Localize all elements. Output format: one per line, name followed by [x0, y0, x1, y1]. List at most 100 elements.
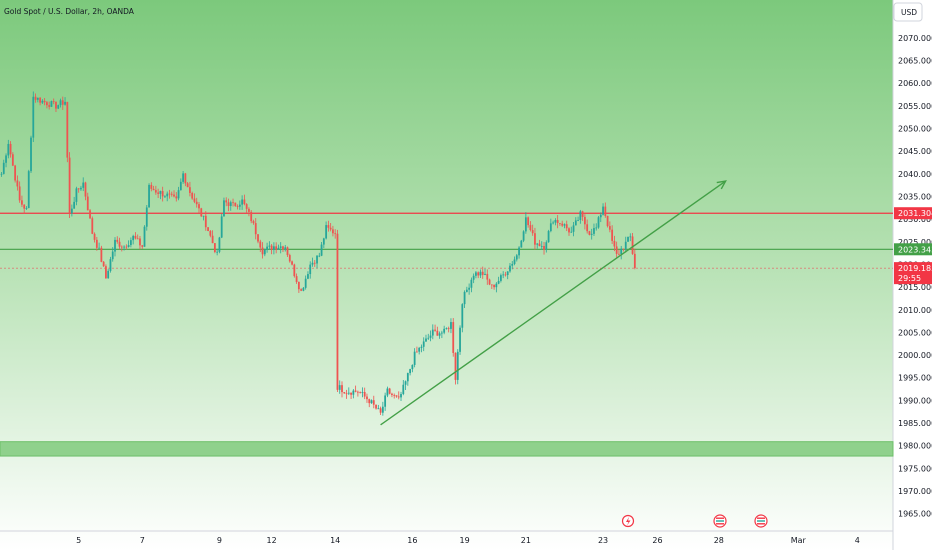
candle-body — [502, 274, 505, 276]
candle-body — [238, 204, 241, 207]
candle-body — [445, 328, 448, 330]
dividend-lightning-icon[interactable] — [621, 514, 635, 528]
price-tags-layer: 2031.304 2023.343 2019.18529:55 — [894, 207, 932, 285]
candle-body — [68, 157, 71, 214]
candle-body — [143, 226, 146, 247]
candle-body — [427, 337, 430, 339]
time-tick-label: 5 — [76, 536, 81, 545]
candle-body — [89, 210, 91, 219]
candle-body — [488, 279, 491, 285]
candle-body — [518, 247, 520, 256]
candle-body — [574, 220, 577, 226]
candle-body — [268, 245, 271, 247]
candle-body — [624, 241, 627, 249]
candle-body — [100, 247, 103, 262]
candle-body — [284, 247, 287, 250]
candle-body — [438, 333, 441, 336]
price-tick-label: 2055.000 — [898, 102, 932, 111]
candle-body — [527, 217, 530, 226]
candle-body — [484, 273, 486, 275]
candle-body — [107, 270, 110, 279]
time-tick-label: Mar — [791, 536, 807, 545]
candle-body — [46, 102, 48, 106]
candle-body — [61, 100, 64, 105]
candle-body — [513, 259, 516, 264]
candle-body — [411, 364, 414, 370]
support-zone-layer — [0, 441, 894, 457]
candle-body — [633, 253, 636, 269]
candle-body — [157, 192, 160, 194]
candle-body — [343, 392, 346, 394]
candle-body — [568, 228, 570, 233]
support-zone — [0, 441, 894, 457]
candle-body — [2, 162, 5, 174]
candle-body — [581, 211, 584, 217]
candle-body — [504, 274, 507, 276]
candle-body — [120, 246, 123, 248]
candle-body — [461, 304, 464, 328]
candle-body — [620, 248, 623, 254]
candle-body — [375, 404, 377, 409]
candle-body — [207, 227, 209, 232]
candle-body — [397, 396, 400, 398]
candle-body — [329, 227, 332, 230]
candle-body — [406, 373, 409, 382]
candle-body — [477, 272, 480, 276]
price-tick-label: 2045.000 — [898, 147, 932, 156]
us-flag-event-icon[interactable] — [713, 514, 727, 528]
candle-body — [338, 385, 341, 390]
candle-body — [400, 394, 402, 398]
candle-body — [127, 245, 130, 248]
price-tick-label: 2025.000 — [898, 238, 932, 247]
candle-body — [0, 173, 3, 175]
price-tick-label: 2065.000 — [898, 57, 932, 66]
price-tick-label: 1985.000 — [898, 419, 932, 428]
candle-body — [216, 251, 219, 253]
currency-button[interactable]: USD — [893, 2, 923, 22]
candle-body — [177, 190, 180, 199]
candle-body — [402, 384, 405, 395]
candle-body — [259, 241, 262, 248]
candle-body — [77, 188, 80, 190]
candle-body — [161, 191, 164, 197]
candle-body — [372, 400, 375, 405]
candle-body — [14, 165, 17, 181]
candle-body — [295, 276, 298, 282]
candle-body — [395, 395, 398, 397]
candle-body — [611, 229, 614, 241]
candle-body — [154, 190, 157, 193]
candle-body — [452, 322, 455, 353]
candle-body — [459, 327, 461, 352]
candle-body — [232, 202, 234, 204]
trendline[interactable] — [380, 180, 727, 426]
candle-body — [316, 255, 318, 264]
candle-body — [248, 208, 250, 212]
candle-body — [422, 341, 425, 347]
candle-body — [159, 191, 162, 194]
candle-body — [139, 238, 141, 246]
candle-body — [282, 246, 284, 250]
candle-body — [318, 255, 321, 257]
candle-body — [322, 238, 325, 245]
us-flag-event-icon-2[interactable] — [754, 514, 768, 528]
candle-body — [152, 188, 155, 191]
candle-body — [168, 193, 171, 195]
candle-body — [59, 100, 62, 106]
candle-body — [64, 101, 66, 105]
candle-body — [388, 388, 391, 394]
candle-body — [166, 193, 169, 197]
candle-body — [223, 200, 225, 217]
candle-body — [27, 171, 30, 209]
candle-body — [597, 217, 600, 228]
candle-body — [98, 247, 101, 249]
candle-body — [554, 219, 557, 223]
candle-body — [254, 223, 257, 235]
time-tick-label: 12 — [267, 536, 277, 545]
candle-body — [229, 202, 232, 206]
candle-body — [356, 391, 359, 393]
candle-body — [250, 211, 253, 222]
support-price-tag — [894, 243, 932, 256]
candle-body — [540, 245, 543, 247]
